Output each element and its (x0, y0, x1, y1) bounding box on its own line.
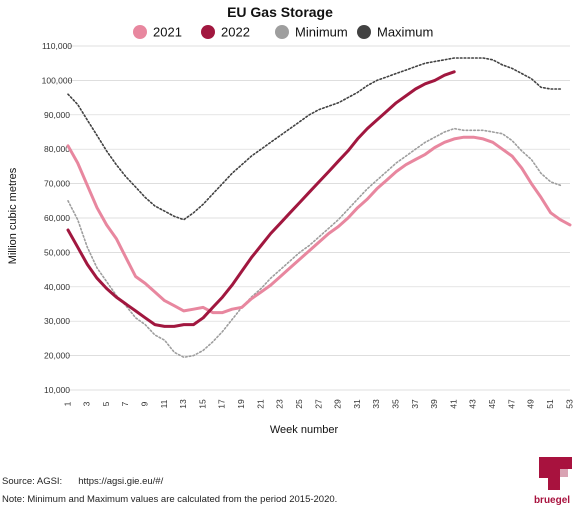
note-line: Note: Minimum and Maximum values are cal… (2, 494, 338, 505)
y-tick-label: 50,000 (44, 247, 70, 257)
legend-marker-maximum (357, 25, 371, 39)
x-tick-label: 25 (294, 399, 304, 409)
series-line-maximum (67, 57, 562, 221)
y-tick-label: 70,000 (44, 179, 70, 189)
y-axis-title: Million cubic metres (7, 167, 19, 264)
x-tick-label: 7 (120, 401, 130, 406)
x-tick-label: 1 (62, 401, 72, 406)
y-tick-label: 10,000 (44, 385, 70, 395)
x-tick-label: 5 (101, 401, 111, 406)
legend-label-2022: 2022 (221, 25, 250, 40)
bruegel-logo-text: bruegel (534, 495, 570, 506)
x-tick-label: 41 (448, 399, 458, 409)
x-tick-label: 43 (468, 399, 478, 409)
y-tick-label: 100,000 (42, 75, 73, 85)
y-tick-label: 80,000 (44, 144, 70, 154)
legend-label-minimum: Minimum (295, 25, 348, 40)
x-tick-label: 35 (390, 399, 400, 409)
x-tick-label: 31 (352, 399, 362, 409)
x-axis-title: Week number (270, 424, 339, 436)
x-tick-label: 27 (313, 399, 323, 409)
x-tick-label: 15 (197, 399, 207, 409)
series-line-2022 (66, 70, 456, 328)
y-tick-label: 30,000 (44, 316, 70, 326)
series-line-minimum (67, 127, 562, 359)
y-axis-ticks: 10,000 20,000 30,000 40,000 50,000 60,000 70,0… (42, 41, 73, 395)
legend-label-maximum: Maximum (377, 25, 433, 40)
x-tick-label: 17 (217, 399, 227, 409)
x-tick-label: 11 (159, 399, 169, 408)
x-tick-label: 53 (564, 399, 574, 409)
legend-label-2021: 2021 (153, 25, 182, 40)
legend-marker-2022 (201, 25, 215, 39)
source-line: Source: AGSI: https://agsi.gie.eu/#/ (2, 476, 163, 487)
x-tick-label: 13 (178, 399, 188, 409)
gridlines (68, 45, 570, 391)
x-tick-label: 19 (236, 399, 246, 409)
x-tick-label: 3 (82, 401, 92, 406)
x-tick-label: 49 (526, 399, 536, 409)
legend: 2021 2022 Minimum Maximum (133, 25, 433, 40)
source-url: https://agsi.gie.eu/#/ (78, 476, 164, 487)
x-axis-ticks: 1 3 5 7 9 11 13 15 17 19 21 23 25 27 29 31 33 35 37 39 41 43 4… (62, 399, 574, 409)
x-tick-label: 9 (139, 401, 149, 406)
x-tick-label: 29 (333, 399, 343, 409)
x-tick-label: 21 (255, 399, 265, 409)
y-tick-label: 40,000 (44, 282, 70, 292)
legend-marker-minimum (275, 25, 289, 39)
chart-title: EU Gas Storage (227, 4, 333, 20)
y-tick-label: 20,000 (44, 351, 70, 361)
y-tick-label: 90,000 (44, 110, 70, 120)
x-tick-label: 47 (506, 399, 516, 409)
legend-marker-2021 (133, 25, 147, 39)
x-tick-label: 39 (429, 399, 439, 409)
x-tick-label: 45 (487, 399, 497, 409)
x-tick-label: 51 (545, 399, 555, 409)
x-tick-label: 33 (371, 399, 381, 409)
y-tick-label: 110,000 (42, 41, 72, 51)
x-tick-label: 37 (410, 399, 420, 409)
x-tick-label: 23 (275, 399, 285, 409)
y-tick-label: 60,000 (44, 213, 70, 223)
series-lines (66, 57, 572, 359)
source-label: Source: AGSI: (2, 476, 63, 487)
gas-storage-chart: EU Gas Storage 2021 2022 Minimum Maximum 10… (7, 4, 574, 436)
series-line-2021 (66, 135, 572, 315)
bruegel-logo: bruegel (534, 457, 572, 506)
